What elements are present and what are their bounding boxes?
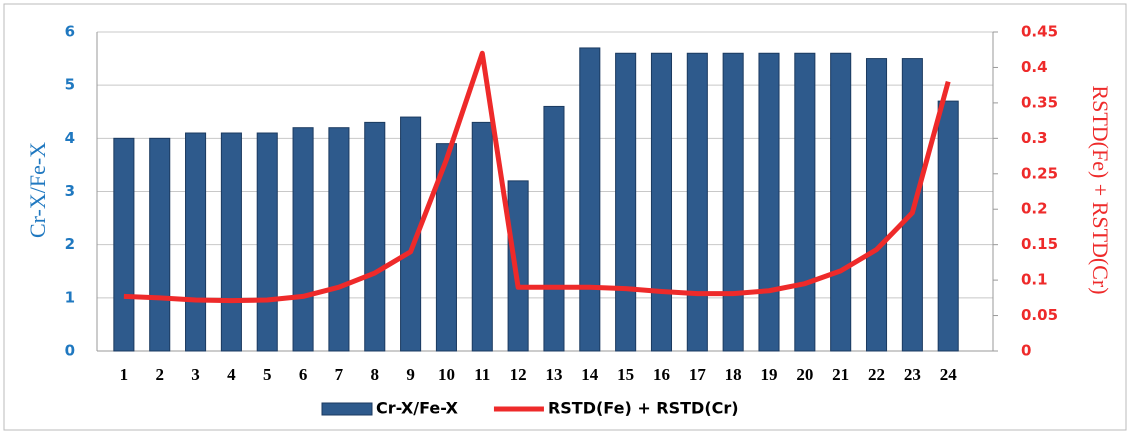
- bar: [149, 137, 171, 352]
- y-axis-title: Cr-X/Fe-X: [25, 142, 50, 238]
- bar: [794, 52, 816, 352]
- bar: [507, 180, 529, 352]
- bar: [830, 52, 852, 352]
- bar: [579, 47, 601, 352]
- x-tick-label: 19: [761, 365, 778, 384]
- x-tick-label: 13: [545, 365, 562, 384]
- y-tick-label: 6: [65, 23, 75, 41]
- bar: [364, 121, 386, 352]
- x-tick-label: 9: [406, 365, 415, 384]
- bar: [650, 52, 673, 352]
- x-tick-label: 3: [191, 365, 200, 384]
- y2-tick-label: 0.4: [1021, 58, 1048, 76]
- bar: [471, 121, 493, 352]
- y2-tick-label: 0.2: [1021, 200, 1048, 218]
- x-tick-label: 11: [474, 365, 490, 384]
- y2-tick-label: 0.3: [1021, 129, 1048, 147]
- x-tick-label: 16: [653, 365, 670, 384]
- x-tick-label: 20: [796, 365, 813, 384]
- bar: [185, 132, 207, 352]
- x-tick-label: 21: [832, 365, 849, 384]
- y2-tick-label: 0.15: [1021, 235, 1058, 253]
- x-tick-label: 22: [868, 365, 885, 384]
- x-tick-label: 1: [120, 365, 129, 384]
- x-tick-label: 12: [510, 365, 527, 384]
- x-tick-label: 8: [371, 365, 380, 384]
- y-tick-label: 5: [65, 76, 75, 94]
- x-tick-label: 15: [617, 365, 634, 384]
- x-tick-label: 7: [335, 365, 344, 384]
- y-tick-label: 1: [65, 288, 75, 306]
- bar: [292, 127, 314, 352]
- bar: [543, 105, 565, 352]
- y2-tick-label: 0.25: [1021, 164, 1058, 182]
- legend-swatch: [321, 402, 373, 416]
- y2-tick-label: 0.35: [1021, 93, 1058, 111]
- bar: [256, 132, 278, 352]
- y2-tick-label: 0.1: [1021, 271, 1048, 289]
- bar: [113, 137, 135, 352]
- x-tick-label: 6: [299, 365, 308, 384]
- y-tick-label: 2: [65, 235, 75, 253]
- x-tick-label: 4: [227, 365, 236, 384]
- x-tick-label: 10: [438, 365, 455, 384]
- y2-tick-label: 0: [1021, 342, 1031, 360]
- x-tick-label: 5: [263, 365, 272, 384]
- x-tick-label: 18: [725, 365, 742, 384]
- y-tick-label: 4: [65, 129, 75, 147]
- legend-label: RSTD(Fe) + RSTD(Cr): [548, 399, 739, 418]
- bar: [400, 116, 422, 352]
- x-tick-label: 14: [581, 365, 599, 384]
- x-tick-label: 23: [904, 365, 921, 384]
- y-tick-label: 3: [65, 182, 75, 200]
- y-tick-label: 0: [65, 342, 75, 360]
- y2-tick-label: 0.45: [1021, 23, 1058, 41]
- y2-tick-label: 0.05: [1021, 306, 1058, 324]
- bar: [722, 52, 744, 352]
- bar: [328, 127, 350, 352]
- bar: [220, 132, 242, 352]
- bar: [865, 58, 888, 352]
- x-tick-label: 17: [689, 365, 707, 384]
- bar: [435, 143, 457, 352]
- line: [123, 50, 951, 304]
- x-tick-label: 2: [155, 365, 164, 384]
- x-tick-label: 24: [940, 365, 958, 384]
- legend-label: Cr-X/Fe-X: [376, 399, 459, 418]
- y2-axis-title: RSTD(Fe) + RSTD(Cr): [1088, 85, 1113, 294]
- bar: [758, 52, 780, 352]
- bar: [615, 52, 637, 352]
- bar: [686, 52, 708, 352]
- bar: [937, 100, 959, 352]
